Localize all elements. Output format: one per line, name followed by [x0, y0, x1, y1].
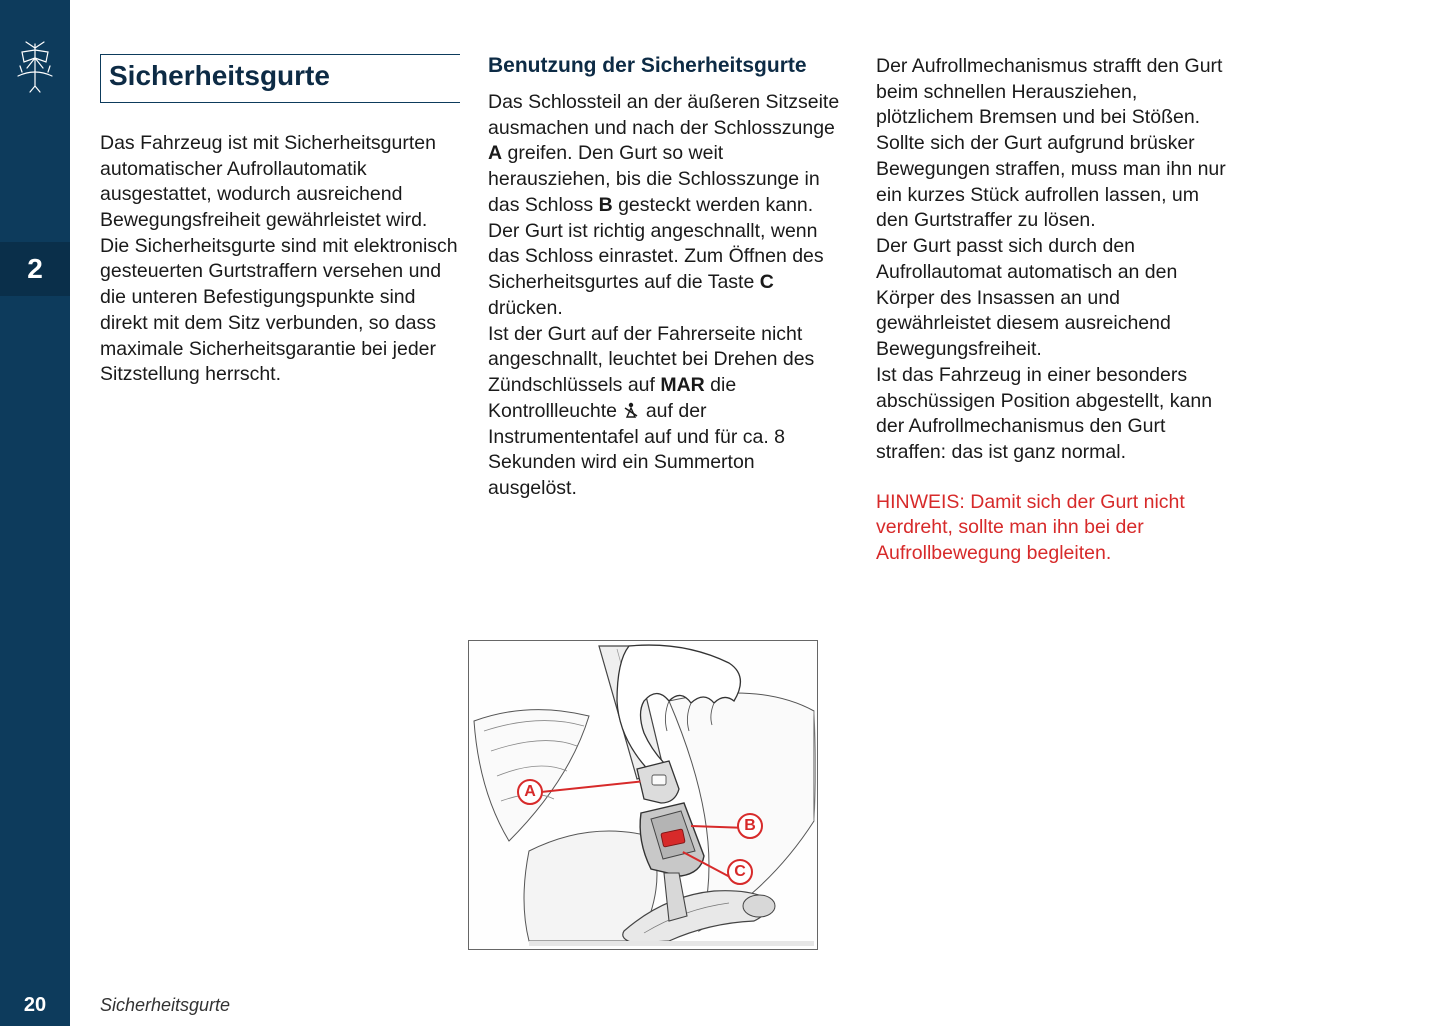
- chapter-badge: 2: [0, 242, 70, 296]
- column-1: Sicherheitsgurte Das Fahrzeug ist mit Si…: [100, 54, 460, 567]
- seatbelt-warning-icon: [622, 401, 640, 419]
- callout-a: A: [517, 779, 543, 805]
- text-run: Ist der Gurt auf der Fahrerseite nicht a…: [488, 323, 814, 396]
- seatbelt-figure: A B C: [468, 640, 818, 950]
- col3-body: Der Aufrollmechanismus strafft den Gurt …: [876, 54, 1236, 466]
- footer-section-label: Sicherheitsgurte: [100, 995, 230, 1016]
- label-b-bold: B: [599, 194, 613, 216]
- page-number-box: 20: [0, 984, 70, 1026]
- text-run: Das Schlossteil an der äußeren Sitzseite…: [488, 91, 839, 139]
- callout-a-label: A: [524, 783, 536, 801]
- col2-para1: Das Schlossteil an der äußeren Sitzseite…: [488, 90, 848, 322]
- text-run: drücken.: [488, 297, 563, 319]
- callout-c: C: [727, 859, 753, 885]
- col1-body: Das Fahrzeug ist mit Sicherheitsgurten a…: [100, 131, 460, 388]
- label-c-bold: C: [760, 271, 774, 293]
- column-2: Benutzung der Sicherheitsgurte Das Schlo…: [488, 54, 848, 567]
- sidebar: 2 20: [0, 0, 70, 1026]
- callout-b: B: [737, 813, 763, 839]
- label-a-bold: A: [488, 142, 502, 164]
- column-3: Der Aufrollmechanismus strafft den Gurt …: [876, 54, 1236, 567]
- page-number: 20: [24, 994, 46, 1017]
- section-title: Sicherheitsgurte: [100, 54, 460, 103]
- callout-b-label: B: [744, 817, 756, 835]
- mar-bold: MAR: [660, 374, 704, 396]
- chapter-number: 2: [27, 253, 43, 285]
- subsection-title: Benutzung der Sicherheitsgurte: [488, 54, 848, 78]
- content-columns: Sicherheitsgurte Das Fahrzeug ist mit Si…: [100, 54, 1420, 567]
- brand-trident-logo: [12, 38, 58, 96]
- col2-para2: Ist der Gurt auf der Fahrerseite nicht a…: [488, 322, 848, 502]
- warning-note: HINWEIS: Damit sich der Gurt nicht verdr…: [876, 490, 1236, 567]
- callout-c-label: C: [734, 863, 746, 881]
